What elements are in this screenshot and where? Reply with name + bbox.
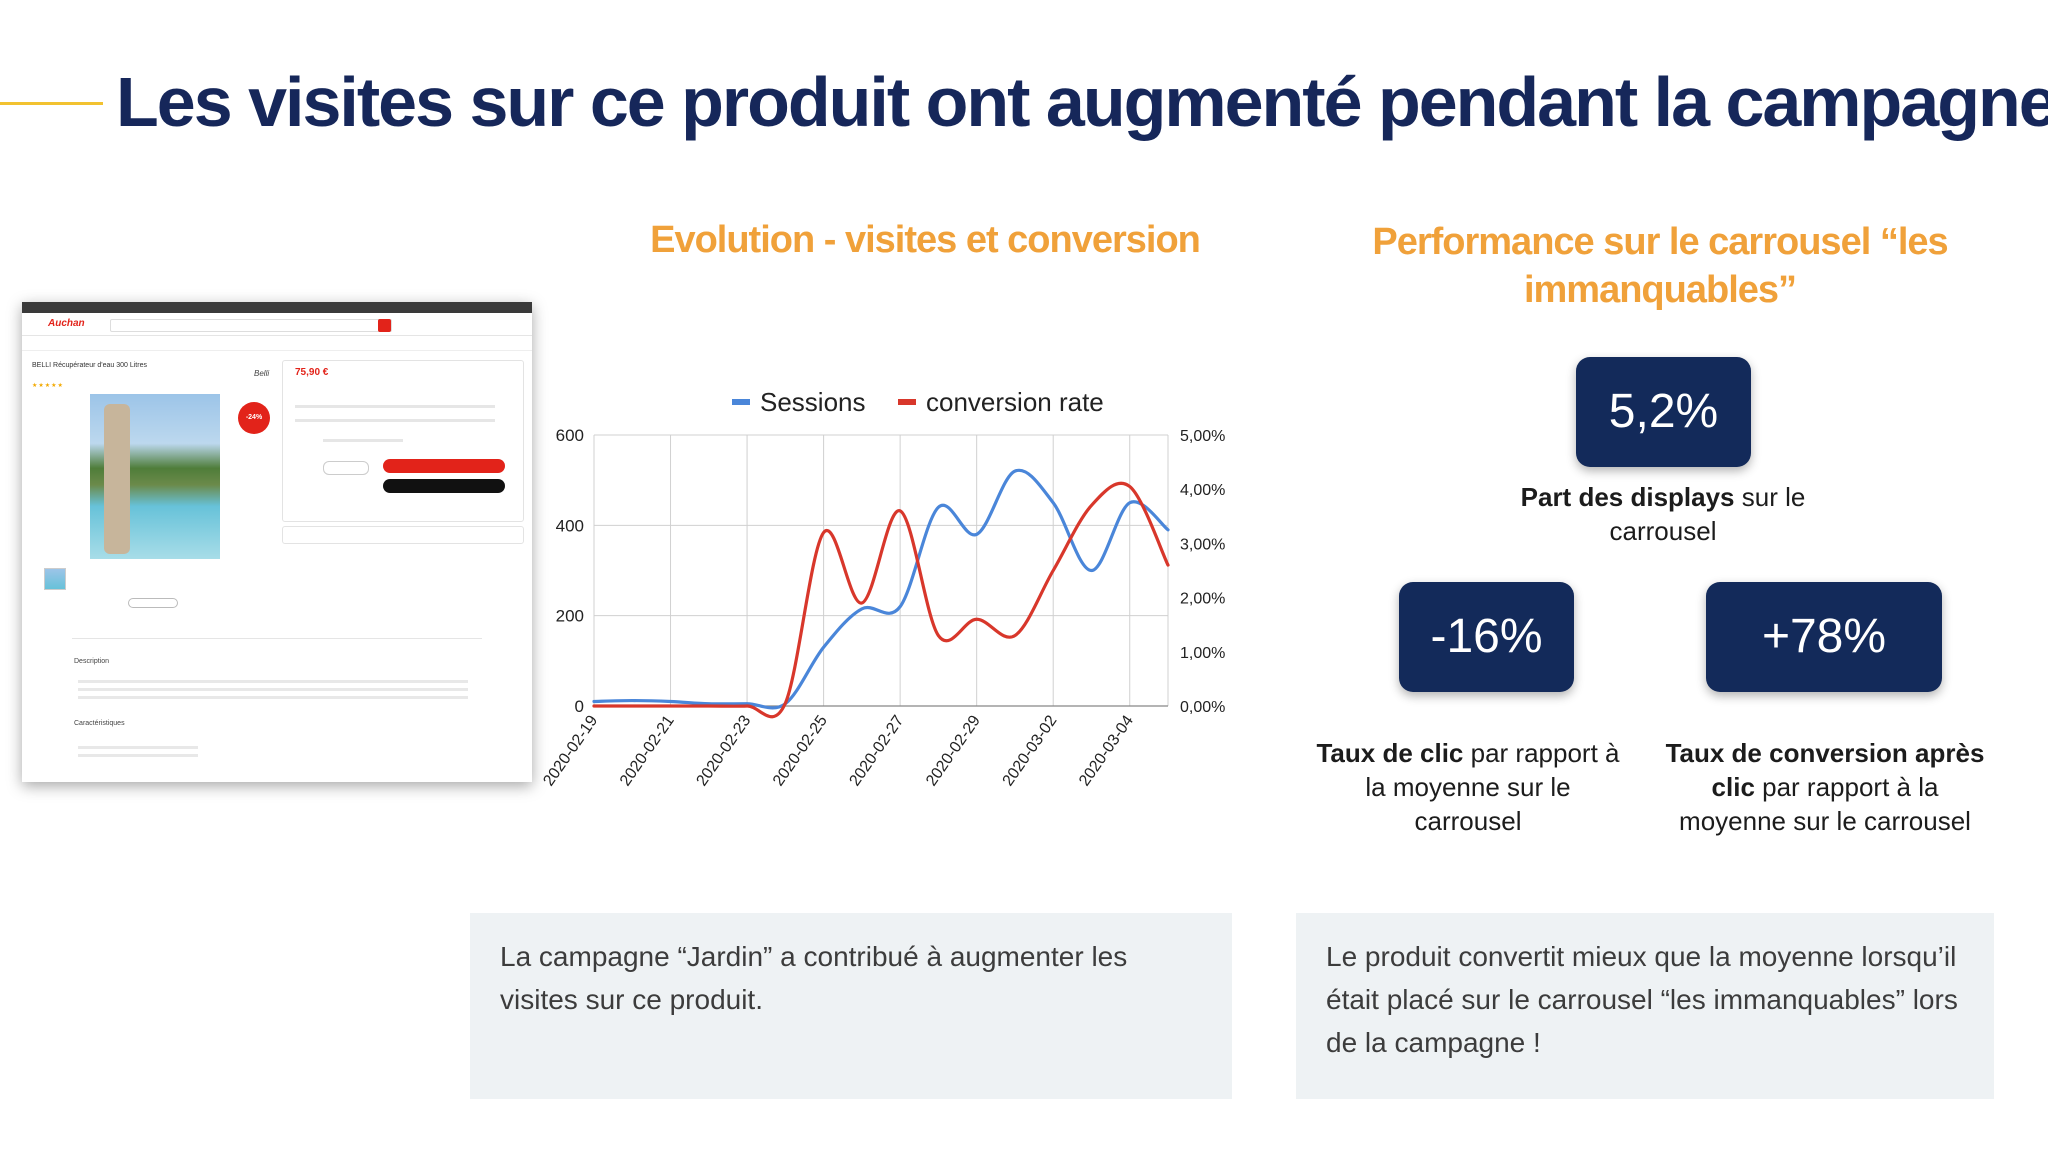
caption-text: par rapport à la moyenne sur le carrouse… [1679,772,1971,836]
product-page-screenshot: Auchan BELLI Récupérateur d'eau 300 Litr… [22,302,532,782]
mock-description-heading: Description [74,658,110,665]
slide-title: Les visites sur ce produit ont augmenté … [116,63,2048,141]
caption-bold: Taux de clic [1316,738,1464,768]
y-left-tick-label: 400 [556,516,584,535]
kpi-click-rate-caption: Taux de clic par rapport à la moyenne su… [1310,736,1626,838]
y-right-tick-label: 1,00% [1180,645,1225,662]
mock-add-to-cart-button [383,459,505,473]
kpi-display-share: 5,2% [1576,357,1751,467]
mock-price: 75,90 € [295,367,329,378]
sessions-conversion-chart: 0 200 400 600 0,00% 1,00% 2,00% 3,00% 4,00% 5,00%… [540,387,1225,789]
series-line-sessions [592,468,1170,710]
discount-badge: -24% [238,402,270,434]
mock-text-line [295,405,495,408]
caption-text: par rapport à la moyenne sur le carrouse… [1365,738,1620,836]
legend-label: Sessions [760,387,866,417]
mock-text-line [78,688,468,691]
mock-header: Auchan [22,313,532,336]
mock-text-line [78,754,198,757]
y-left-tick-label: 600 [556,426,584,445]
mock-search-input [110,319,392,332]
campaign-note: La campagne “Jardin” a contribué à augme… [470,913,1232,1099]
kpi-click-rate: -16% [1399,582,1574,692]
mock-product-photo [90,394,220,559]
y-right-tick-label: 0,00% [1180,699,1225,716]
y-right-tick-label: 3,00% [1180,536,1225,553]
mock-thumbnail [44,568,66,590]
y-left-tick-label: 0 [575,697,584,716]
y-right-tick-label: 4,00% [1180,482,1225,499]
mock-text-line [295,419,495,422]
store-logo: Auchan [48,318,85,329]
mock-text-line [78,696,468,699]
x-tick-label: 2020-02-25 [770,712,831,789]
mock-offer-button [383,479,505,493]
caption-text: sur le carrousel [1609,482,1806,546]
x-tick-label: 2020-02-19 [540,712,601,789]
legend-label: conversion rate [926,387,1104,417]
mock-secondary-panel [282,526,524,544]
x-tick-label: 2020-02-21 [617,712,678,789]
brand-logo: Belli [254,369,270,378]
legend-swatch [898,399,916,405]
kpi-conversion-rate-caption: Taux de conversion après clic par rappor… [1660,736,1990,838]
mock-text-line [78,680,468,683]
kpi-conversion-rate: +78% [1706,582,1942,692]
kpi-display-share-caption: Part des displays sur le carrousel [1490,480,1836,548]
mock-text-line [78,746,198,749]
water-tank-image [104,404,130,554]
caption-bold: Part des displays [1520,482,1735,512]
mock-text-line [323,439,403,442]
chart-subtitle: Evolution - visites et conversion [650,219,1201,261]
mock-search-icon [378,319,391,332]
mock-rating-stars: ★★★★★ [32,383,64,389]
legend-swatch [732,399,750,405]
title-accent-line [0,102,103,105]
x-tick-label: 2020-03-02 [1000,712,1061,789]
carousel-subtitle: Performance sur le carrousel “les immanq… [1372,221,1948,311]
mock-product-title: BELLI Récupérateur d'eau 300 Litres [32,362,147,369]
mock-divider [72,638,482,639]
x-tick-label: 2020-02-23 [693,712,754,789]
mock-breadcrumb [22,336,532,351]
mock-quantity-stepper [323,461,369,475]
x-tick-label: 2020-02-29 [923,712,984,789]
mock-characteristics-heading: Caractéristiques [74,720,125,727]
y-left-tick-label: 200 [556,607,584,626]
mock-buy-panel: 75,90 € [282,360,524,522]
series-line-conversion-rate [592,481,1170,719]
conversion-note: Le produit convertit mieux que la moyenn… [1296,913,1994,1099]
x-tick-label: 2020-03-04 [1076,712,1137,789]
caption-bold: Taux de conversion après clic [1665,738,1985,802]
x-tick-label: 2020-02-27 [847,712,908,789]
y-right-tick-label: 5,00% [1180,428,1225,445]
y-right-tick-label: 2,00% [1180,591,1225,608]
mock-description-pill [128,598,178,608]
mock-top-bar [22,302,532,313]
